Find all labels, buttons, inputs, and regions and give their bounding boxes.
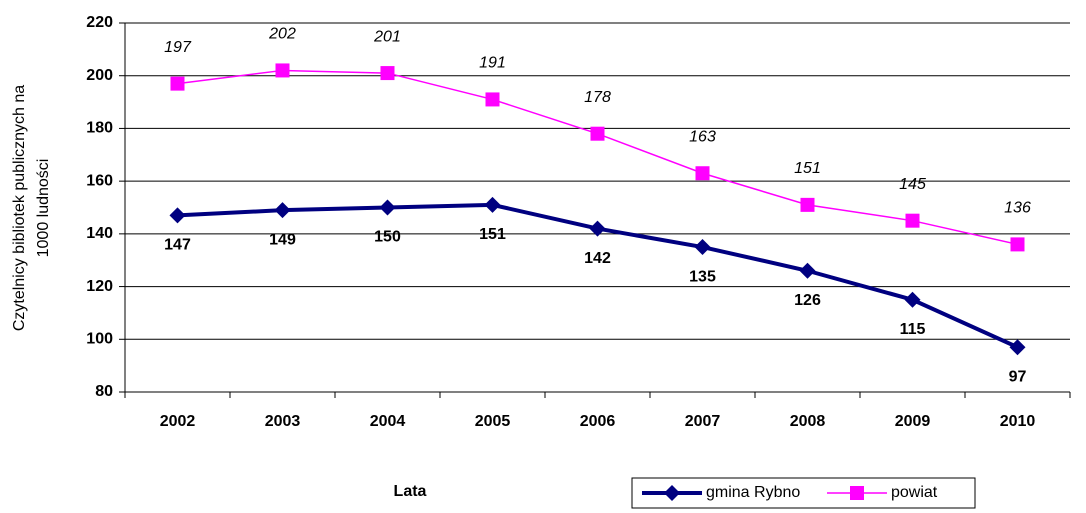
data-point bbox=[275, 63, 290, 78]
legend-marker bbox=[664, 485, 680, 501]
data-label: 197 bbox=[164, 39, 192, 56]
data-point bbox=[274, 202, 291, 219]
y-tick-label: 120 bbox=[86, 278, 113, 295]
y-tick-label: 200 bbox=[86, 67, 113, 84]
data-point bbox=[484, 196, 501, 213]
data-point bbox=[1010, 237, 1025, 252]
data-label: 97 bbox=[1009, 368, 1027, 385]
x-tick-label: 2005 bbox=[475, 413, 511, 430]
y-tick-label: 160 bbox=[86, 172, 113, 189]
y-axis-label: Czytelnicy bibliotek publicznych na bbox=[11, 85, 28, 331]
x-tick-label: 2010 bbox=[1000, 413, 1036, 430]
data-label: 147 bbox=[164, 237, 191, 254]
y-tick-label: 80 bbox=[95, 383, 113, 400]
data-label: 151 bbox=[479, 226, 506, 243]
x-tick-label: 2003 bbox=[265, 413, 301, 430]
data-point bbox=[800, 197, 815, 212]
data-point bbox=[904, 291, 921, 308]
y-tick-label: 220 bbox=[86, 14, 113, 31]
data-point bbox=[799, 262, 816, 279]
x-tick-label: 2009 bbox=[895, 413, 931, 430]
data-point bbox=[905, 213, 920, 228]
data-label: 126 bbox=[794, 292, 821, 309]
data-label: 115 bbox=[900, 321, 926, 338]
x-axis-label: Lata bbox=[394, 483, 427, 500]
data-label: 145 bbox=[899, 176, 926, 193]
data-label: 163 bbox=[689, 128, 716, 145]
y-tick-label: 140 bbox=[86, 225, 113, 242]
data-point bbox=[694, 239, 711, 256]
data-point bbox=[380, 66, 395, 81]
data-label: 150 bbox=[374, 229, 401, 246]
data-label: 136 bbox=[1004, 200, 1031, 217]
y-tick-label: 180 bbox=[86, 120, 113, 137]
data-label: 135 bbox=[689, 268, 716, 285]
data-label: 142 bbox=[584, 250, 611, 267]
y-tick-label: 100 bbox=[86, 331, 113, 348]
x-tick-label: 2002 bbox=[160, 413, 196, 430]
data-label: 191 bbox=[479, 55, 506, 72]
data-label: 151 bbox=[794, 160, 821, 177]
data-point bbox=[589, 220, 606, 237]
data-point bbox=[485, 92, 500, 107]
x-tick-label: 2007 bbox=[685, 413, 721, 430]
data-label: 149 bbox=[269, 231, 296, 248]
x-tick-label: 2008 bbox=[790, 413, 826, 430]
legend-label: gmina Rybno bbox=[706, 484, 800, 501]
data-point bbox=[590, 126, 605, 141]
data-label: 201 bbox=[373, 28, 401, 45]
data-point bbox=[1009, 339, 1026, 356]
data-point bbox=[695, 166, 710, 181]
legend-marker bbox=[850, 486, 864, 500]
data-label: 202 bbox=[268, 26, 296, 43]
data-point bbox=[169, 207, 186, 224]
y-axis-label: 1000 ludności bbox=[35, 159, 52, 258]
data-point bbox=[170, 76, 185, 91]
data-point bbox=[379, 199, 396, 216]
x-tick-label: 2006 bbox=[580, 413, 616, 430]
legend-label: powiat bbox=[891, 484, 938, 501]
data-label: 178 bbox=[584, 89, 611, 106]
x-tick-label: 2004 bbox=[370, 413, 406, 430]
